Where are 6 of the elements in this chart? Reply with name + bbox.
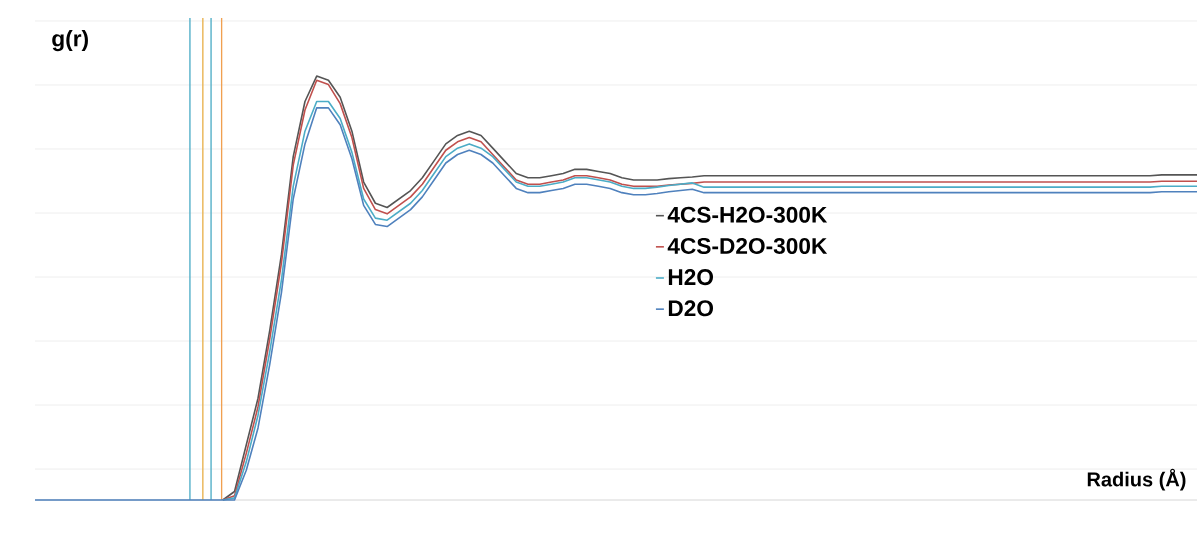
legend-label: D2O: [668, 300, 714, 317]
legend-label: H2O: [668, 269, 714, 286]
x-axis-title: Radius (Å): [1087, 468, 1186, 491]
y-axis-title: g(r): [52, 29, 88, 52]
legend-label: 4CS-H2O-300K: [667, 206, 828, 223]
legend-label: 4CS-D2O-300K: [667, 237, 828, 254]
